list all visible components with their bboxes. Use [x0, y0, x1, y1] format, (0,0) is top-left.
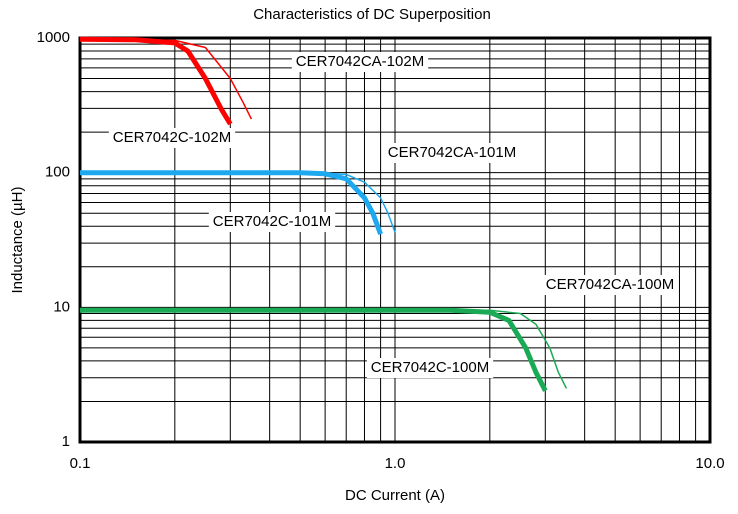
chart-title: Characteristics of DC Superposition: [253, 6, 491, 23]
series-label: CER7042C-101M: [213, 213, 331, 230]
series-label: CER7042C-102M: [113, 129, 231, 146]
label-background: [383, 143, 521, 163]
y-tick-label: 100: [45, 164, 70, 181]
x-tick-label: 1.0: [385, 455, 406, 472]
y-axis-label: Inductance (µH): [9, 186, 26, 293]
label-background: [108, 128, 236, 148]
x-tick-label: 0.1: [70, 455, 91, 472]
series-line: [79, 171, 396, 233]
x-axis-label: DC Current (A): [345, 487, 445, 504]
series-label: CER7042C-100M: [371, 359, 489, 376]
series-line: [79, 38, 253, 120]
y-tick-label: 1: [62, 433, 70, 450]
series-line: [80, 309, 568, 389]
series-label: CER7042CA-102M: [296, 53, 424, 70]
label-background: [208, 212, 336, 232]
x-tick-label: 10.0: [695, 455, 724, 472]
series-label: CER7042CA-101M: [388, 144, 516, 161]
series-line: [80, 307, 548, 392]
y-tick-label: 10: [53, 298, 70, 315]
label-background: [541, 275, 679, 295]
y-tick-label: 1000: [37, 29, 70, 46]
label-background: [366, 358, 494, 378]
label-background: [291, 52, 429, 72]
plot-frame: [78, 36, 712, 444]
series-line: [79, 36, 233, 126]
series-label: CER7042CA-100M: [546, 276, 674, 293]
